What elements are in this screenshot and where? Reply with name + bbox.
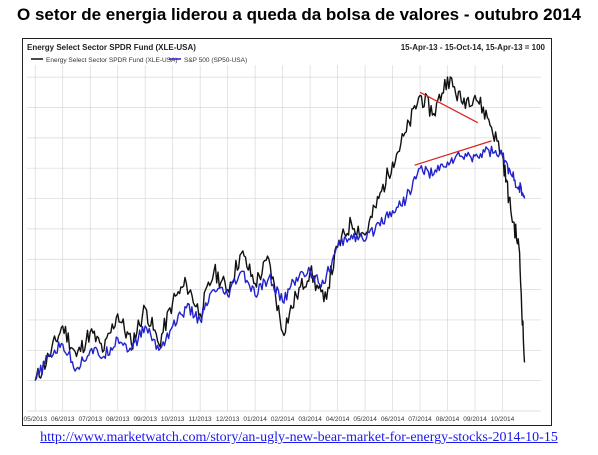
chart-panel: Energy Select Sector SPDR Fund (XLE-USA)… [22, 38, 552, 426]
legend-label: S&P 500 (SP50-USA) [184, 57, 247, 64]
x-tick-label: 07/2013 [78, 416, 102, 423]
x-tick-label: 05/2014 [353, 416, 377, 423]
x-tick-label: 10/2014 [491, 416, 515, 423]
x-axis-ticks: 05/2013 06/2013 07/2013 08/2013 09/2013 10/20… [23, 416, 514, 423]
x-tick-label: 12/2013 [216, 416, 240, 423]
x-tick-label: 08/2013 [106, 416, 130, 423]
x-tick-label: 08/2014 [436, 416, 460, 423]
x-tick-label: 09/2014 [463, 416, 487, 423]
series-layer [34, 76, 526, 381]
x-tick-label: 01/2014 [243, 416, 267, 423]
chart-subtitle: 15-Apr-13 - 15-Oct-14, 15-Apr-13 = 100 [401, 43, 546, 52]
legend-label: Energy Select Sector SPDR Fund (XLE-USA) [46, 57, 178, 64]
x-tick-label: 09/2013 [133, 416, 157, 423]
chart-legend: Energy Select Sector SPDR Fund (XLE-USA)… [31, 57, 247, 64]
x-tick-label: 04/2014 [326, 416, 350, 423]
x-tick-label: 06/2014 [381, 416, 405, 423]
page-title: O setor de energia liderou a queda da bo… [17, 5, 581, 24]
chart-grid [27, 65, 541, 412]
x-tick-label: 02/2014 [271, 416, 295, 423]
x-tick-label: 11/2013 [189, 416, 212, 423]
series-line-sp500 [34, 145, 526, 381]
x-tick-label: 06/2013 [51, 416, 75, 423]
trendline-layer [414, 91, 492, 166]
line-chart: Energy Select Sector SPDR Fund (XLE-USA)… [23, 43, 546, 423]
x-tick-label: 03/2014 [298, 416, 322, 423]
series-line-xle [34, 76, 526, 381]
chart-title: Energy Select Sector SPDR Fund (XLE-USA) [27, 43, 196, 52]
x-tick-label: 10/2013 [161, 416, 185, 423]
x-tick-label: 05/2013 [23, 416, 47, 423]
x-tick-label: 07/2014 [408, 416, 432, 423]
trendline [419, 91, 479, 124]
trendline [414, 140, 492, 166]
source-link[interactable]: http://www.marketwatch.com/story/an-ugly… [40, 430, 558, 445]
